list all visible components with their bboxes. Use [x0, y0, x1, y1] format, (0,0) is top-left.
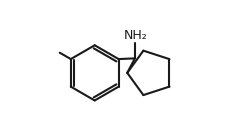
Text: NH₂: NH₂	[123, 29, 147, 42]
